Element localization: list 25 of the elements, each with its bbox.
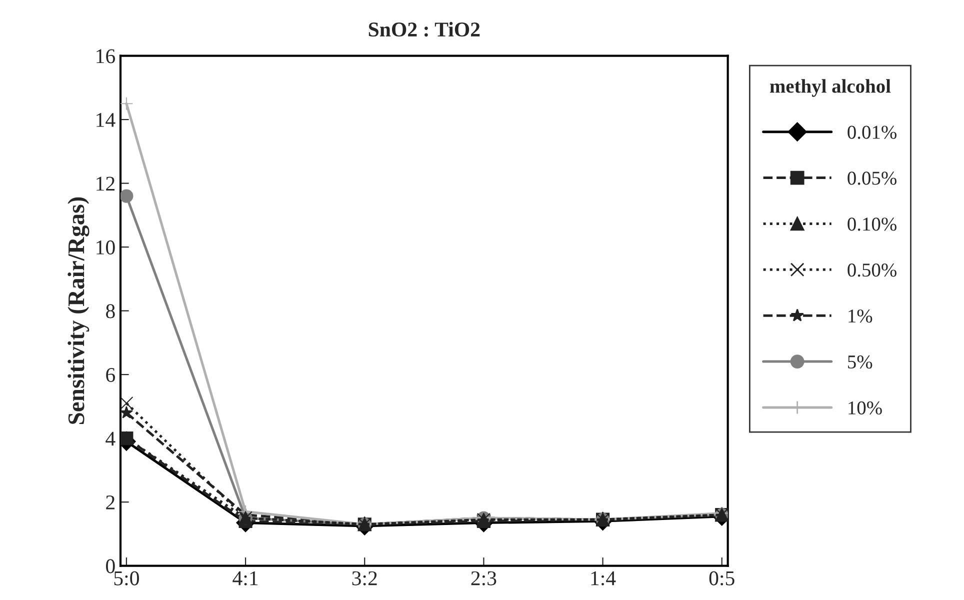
y-tick-label: 8	[106, 304, 115, 318]
y-tick-label: 12	[96, 176, 114, 191]
y-tick-label: 16	[96, 49, 116, 64]
legend-label: 0.01%	[848, 126, 896, 139]
legend-label: 0.05%	[848, 172, 896, 185]
legend-title: methyl alcohol	[770, 79, 891, 97]
y-tick-label: 2	[106, 495, 114, 510]
y-axis-title: Sensitivity (Rair/Rgas)	[68, 197, 90, 424]
y-tick-label: 0	[106, 559, 115, 574]
legend-label: 10%	[848, 401, 882, 415]
x-tick-label: 5:0	[114, 571, 139, 586]
x-tick-label: 1:4	[591, 571, 616, 586]
legend-label: 5%	[848, 355, 872, 369]
chart-title: SnO2 : TiO2	[368, 22, 480, 37]
legend-label: 0.10%	[848, 218, 896, 231]
x-tick-label: 0:5	[709, 571, 734, 586]
y-tick-label: 6	[106, 368, 116, 382]
y-tick-label: 4	[106, 432, 116, 446]
y-tick-label: 10	[96, 240, 115, 254]
x-tick-label: 3:2	[352, 571, 377, 586]
legend-label: 1%	[848, 309, 872, 323]
x-tick-label: 2:3	[471, 571, 496, 586]
legend-label: 0.50%	[848, 264, 896, 277]
y-tick-label: 14	[96, 113, 116, 127]
x-tick-label: 4:1	[232, 571, 258, 586]
